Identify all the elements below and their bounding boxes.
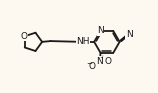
Text: +: +	[100, 55, 105, 61]
Text: −: −	[87, 61, 92, 67]
Text: NH: NH	[76, 37, 90, 46]
Text: O: O	[89, 62, 96, 71]
Text: N: N	[96, 57, 103, 66]
Text: O: O	[104, 57, 111, 66]
Text: N: N	[126, 30, 133, 39]
Text: N: N	[97, 26, 104, 35]
Text: O: O	[20, 32, 27, 41]
